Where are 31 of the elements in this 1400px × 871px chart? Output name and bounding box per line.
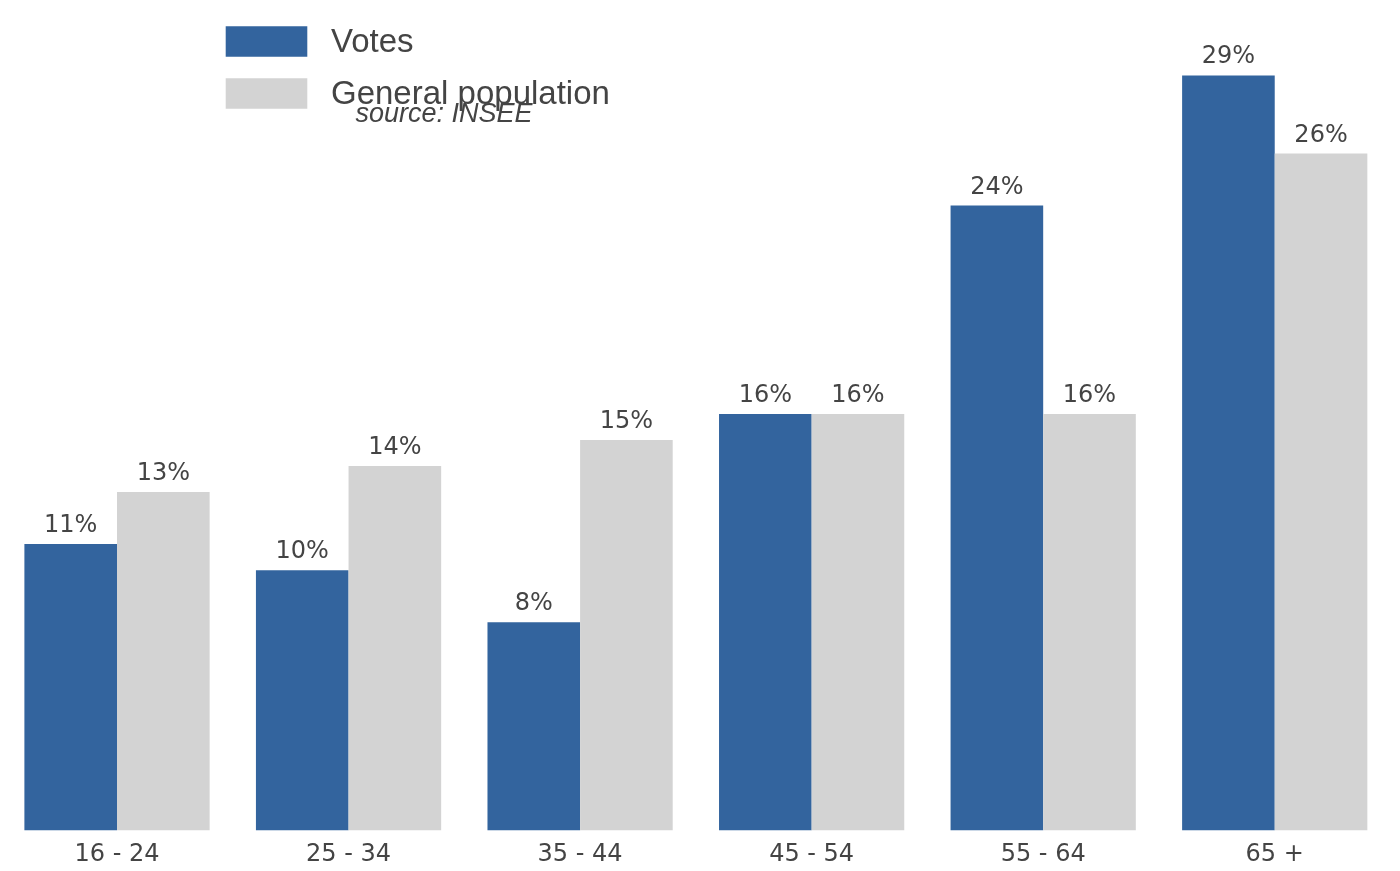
x-tick-label: 16 - 24 bbox=[74, 838, 160, 867]
x-tick-label: 25 - 34 bbox=[306, 838, 392, 867]
bar bbox=[348, 465, 442, 831]
bar bbox=[1043, 413, 1136, 831]
x-tick-label: 35 - 44 bbox=[537, 838, 623, 867]
data-label: 16% bbox=[1062, 379, 1117, 408]
data-label: 13% bbox=[136, 458, 190, 487]
data-label: 8% bbox=[514, 588, 553, 617]
bar bbox=[1182, 75, 1275, 831]
bar bbox=[255, 570, 349, 831]
data-label: 15% bbox=[599, 405, 654, 434]
bar bbox=[580, 439, 673, 831]
data-label: 10% bbox=[275, 536, 329, 565]
x-tick-label: 65 + bbox=[1245, 838, 1304, 867]
data-label: 16% bbox=[831, 379, 885, 408]
bar bbox=[117, 492, 210, 831]
bar bbox=[487, 622, 581, 831]
data-label: 26% bbox=[1294, 119, 1348, 148]
data-label: 29% bbox=[1201, 41, 1256, 70]
bar bbox=[1274, 153, 1368, 831]
bar bbox=[811, 413, 905, 831]
data-label: 11% bbox=[44, 510, 98, 539]
x-tick-label: 45 - 54 bbox=[769, 838, 855, 867]
data-label: 16% bbox=[738, 379, 792, 408]
bar bbox=[24, 544, 118, 831]
bar bbox=[950, 205, 1044, 831]
bar bbox=[719, 413, 812, 831]
data-label: 24% bbox=[970, 171, 1024, 200]
data-label: 14% bbox=[368, 431, 422, 460]
legend-label: Votes bbox=[331, 22, 414, 60]
x-tick-label: 55 - 64 bbox=[1000, 838, 1086, 867]
